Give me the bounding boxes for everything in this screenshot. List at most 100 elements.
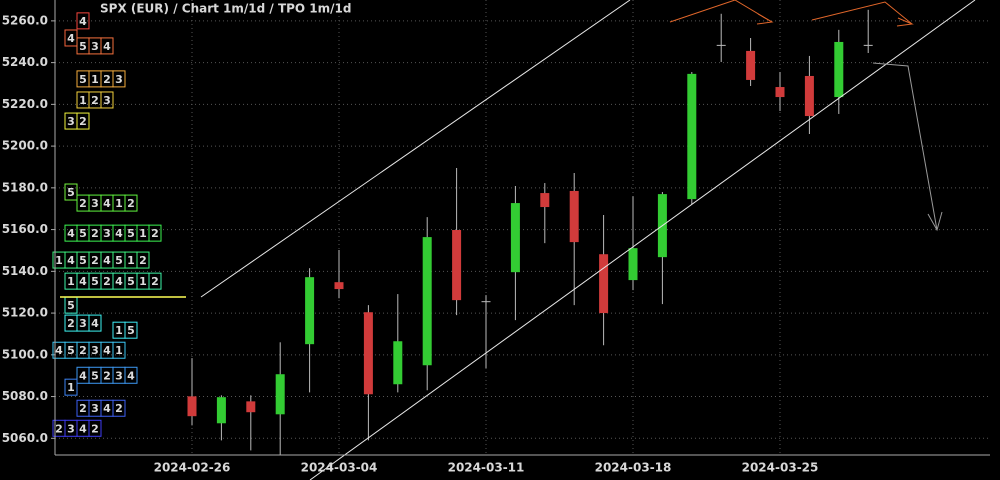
y-tick-label: 5080.0 xyxy=(2,389,48,403)
tpo-letter: 4 xyxy=(103,197,111,210)
tpo-box xyxy=(112,341,126,359)
tpo-letter: 5 xyxy=(79,254,87,267)
tpo-letter: 5 xyxy=(67,344,75,357)
tpo-letter: 3 xyxy=(91,197,99,210)
tpo-letter: 2 xyxy=(91,227,99,240)
tpo-box xyxy=(124,321,138,339)
tpo-letter: 1 xyxy=(115,344,123,357)
arrowhead xyxy=(896,17,914,27)
y-tick-label: 5180.0 xyxy=(2,180,48,194)
tpo-letter: 5 xyxy=(127,227,135,240)
tpo-letter: 4 xyxy=(79,275,87,288)
tpo-letter: 2 xyxy=(151,275,159,288)
tpo-box xyxy=(76,12,90,30)
tpo-letter: 1 xyxy=(91,73,99,86)
tpo-letter: 5 xyxy=(127,275,135,288)
candle-body xyxy=(746,50,756,80)
annotations xyxy=(60,0,976,480)
candle-body xyxy=(804,75,814,117)
tpo-profile: 445 3 45 1 2 31 2 33 252 3 4 1 24 5 2 3 4 5 1 21 4 5 2 4 5 1 21 4 5 2… xyxy=(52,12,162,437)
candle-body xyxy=(334,282,344,290)
tpo-letter: 2 xyxy=(67,317,75,330)
candle-body xyxy=(452,230,462,301)
tpo-letter: 5 xyxy=(67,186,75,199)
candle-body xyxy=(540,193,550,208)
candle-body xyxy=(510,203,520,273)
arrow-gray xyxy=(872,62,938,231)
tpo-letter: 3 xyxy=(79,317,87,330)
tpo-box xyxy=(100,91,114,109)
tpo-box xyxy=(136,251,150,269)
tpo-letter: 4 xyxy=(127,369,135,382)
tpo-box xyxy=(64,378,78,396)
tpo-letter: 5 xyxy=(79,227,87,240)
tpo-letter: 1 xyxy=(139,275,147,288)
tpo-letter: 5 xyxy=(79,73,87,86)
tpo-box xyxy=(88,419,102,437)
channel-upper xyxy=(200,0,631,298)
tpo-letter: 2 xyxy=(151,227,159,240)
tpo-letter: 2 xyxy=(79,402,87,415)
arrowhead xyxy=(927,211,943,232)
tpo-letter: 2 xyxy=(103,275,111,288)
tpo-box xyxy=(148,272,162,290)
tpo-box xyxy=(112,70,126,88)
tpo-letter: 3 xyxy=(103,94,111,107)
y-tick-label: 5100.0 xyxy=(2,347,48,361)
candle-body xyxy=(216,397,226,424)
x-tick-label: 2024-03-18 xyxy=(595,461,672,475)
tpo-letter: 4 xyxy=(67,32,75,45)
tpo-letter: 1 xyxy=(139,227,147,240)
candle-body xyxy=(599,254,609,314)
candle-body xyxy=(275,374,285,415)
candle-body xyxy=(363,312,373,395)
tpo-letter: 1 xyxy=(115,324,123,337)
y-tick-label: 5120.0 xyxy=(2,306,48,320)
x-tick-label: 2024-03-11 xyxy=(448,461,525,475)
tpo-letter: 2 xyxy=(103,73,111,86)
candle-body xyxy=(187,396,197,417)
candle-body xyxy=(422,237,432,366)
x-tick-label: 2024-03-25 xyxy=(742,461,819,475)
candle-body xyxy=(775,87,785,98)
tpo-box xyxy=(100,37,114,55)
channel-lower xyxy=(309,0,976,480)
tpo-box xyxy=(76,112,90,130)
y-tick-label: 5200.0 xyxy=(2,139,48,153)
tpo-letter: 2 xyxy=(139,254,147,267)
y-tick-label: 5140.0 xyxy=(2,264,48,278)
candle-body xyxy=(716,44,726,46)
tpo-letter: 4 xyxy=(115,275,123,288)
grid-layer xyxy=(51,0,990,455)
x-tick-label: 2024-03-04 xyxy=(301,461,378,475)
tpo-letter: 4 xyxy=(79,422,87,435)
tpo-letter: 3 xyxy=(115,73,123,86)
candle-body xyxy=(834,41,844,98)
candle-body xyxy=(305,277,315,345)
tpo-letter: 2 xyxy=(103,369,111,382)
candle-body xyxy=(628,248,638,281)
tpo-letter: 2 xyxy=(91,254,99,267)
tpo-letter: 4 xyxy=(103,344,111,357)
tpo-letter: 4 xyxy=(103,402,111,415)
tpo-letter: 1 xyxy=(67,275,75,288)
tpo-letter: 2 xyxy=(79,197,87,210)
y-tick-label: 5260.0 xyxy=(2,13,48,27)
tpo-letter: 5 xyxy=(91,275,99,288)
tpo-letter: 3 xyxy=(91,402,99,415)
tpo-letter: 1 xyxy=(79,94,87,107)
tpo-letter: 4 xyxy=(67,254,75,267)
tpo-letter: 2 xyxy=(55,422,63,435)
tpo-letter: 3 xyxy=(103,227,111,240)
tpo-letter: 2 xyxy=(91,422,99,435)
tpo-letter: 4 xyxy=(67,227,75,240)
tpo-letter: 4 xyxy=(91,317,99,330)
tpo-letter: 2 xyxy=(115,402,123,415)
tpo-letter: 2 xyxy=(91,94,99,107)
tpo-letter: 3 xyxy=(91,344,99,357)
y-tick-label: 5220.0 xyxy=(2,97,48,111)
x-tick-label: 2024-02-26 xyxy=(154,461,231,475)
tpo-box xyxy=(88,314,102,332)
